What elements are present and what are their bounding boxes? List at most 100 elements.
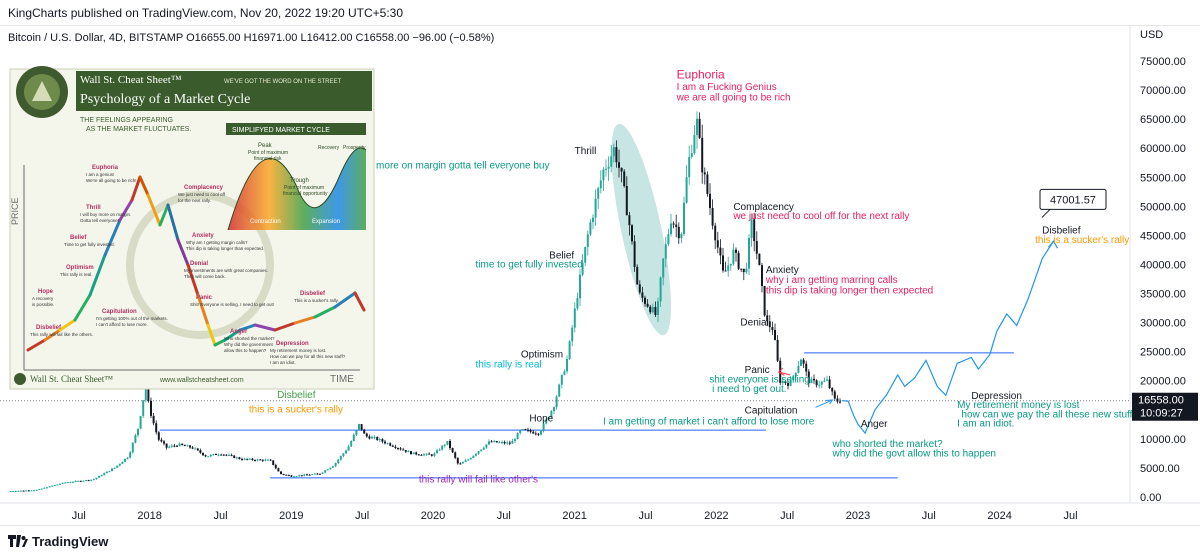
chart-annotation: we are all going to be rich <box>676 93 791 104</box>
candle-body <box>147 388 150 401</box>
inset-cycle-segment <box>176 238 190 267</box>
candle-body <box>641 292 644 298</box>
candle-body <box>181 443 184 446</box>
candle-body <box>277 468 280 472</box>
price-callout-box <box>1039 188 1107 210</box>
candle-body <box>768 321 771 328</box>
symbol-info: Bitcoin / U.S. Dollar, 4D, BITSTAMP O166… <box>8 32 494 44</box>
y-tick-label: 5000.00 <box>1140 463 1180 475</box>
candle-body <box>79 480 82 482</box>
candle-body <box>20 490 22 492</box>
candle-body <box>755 241 758 254</box>
inset-stage-text: This dip is taking longer than expected. <box>186 246 264 251</box>
chart-annotation: we just need to cool off for the next ra… <box>732 211 909 222</box>
candle-body <box>441 445 444 450</box>
candle-body <box>72 481 74 483</box>
inset-cycle-segment <box>186 263 200 297</box>
candle-body <box>524 429 527 431</box>
candle-body <box>571 327 574 342</box>
candle-body <box>261 459 264 461</box>
inset-cycle-segment <box>43 328 62 342</box>
candle-body <box>781 381 784 383</box>
candle-body <box>142 400 145 416</box>
candle-body <box>230 454 233 456</box>
candle-body <box>706 174 709 194</box>
candle-body <box>212 454 215 456</box>
inset-cycle-segment <box>273 321 297 332</box>
thrill-highlight-zone <box>611 123 672 336</box>
inset-cycle-segment <box>353 291 366 312</box>
inset-caption-2: AS THE MARKET FLUCTUATES. <box>86 126 191 133</box>
inset-cycle-segment <box>196 293 210 327</box>
candle-body <box>160 439 163 442</box>
chart-annotation: Denial <box>740 318 768 329</box>
y-tick-label: 75000.00 <box>1140 56 1186 68</box>
inset-stage-name: Belief <box>70 235 87 241</box>
candle-body <box>800 359 802 366</box>
candle-body <box>475 453 477 456</box>
candle-body <box>566 358 568 372</box>
candle-body <box>412 452 415 455</box>
candle-body <box>597 188 600 199</box>
candle-body <box>667 234 670 245</box>
price-chart[interactable]: Bitcoin / U.S. Dollar, 4D, BITSTAMP O166… <box>0 25 1200 525</box>
candle-body <box>66 482 69 484</box>
candle-body <box>555 396 558 408</box>
candle-body <box>25 490 28 492</box>
candle-body <box>828 379 831 388</box>
inset-stage-name: Hope <box>38 289 54 295</box>
candle-body <box>103 473 106 476</box>
candle-body <box>711 208 714 226</box>
candle-body <box>657 301 659 316</box>
y-tick-label: 45000.00 <box>1140 230 1186 242</box>
candle-body <box>680 233 683 239</box>
candle-body <box>592 217 594 223</box>
candle-body <box>610 156 613 167</box>
candle-body <box>243 458 246 460</box>
candle-body <box>131 442 134 453</box>
candle-body <box>191 447 194 449</box>
candle-body <box>43 487 46 489</box>
candle-body <box>368 436 371 439</box>
inset-stage-text: Who shorted the market? <box>224 336 275 341</box>
candle-body <box>805 363 808 372</box>
candle-body <box>51 485 54 487</box>
inset-stage-text: Time to get fully invested. <box>64 242 115 247</box>
candle-body <box>300 475 303 477</box>
candle-body <box>202 452 204 456</box>
candle-body <box>274 464 277 469</box>
currency-label: USD <box>1140 29 1163 41</box>
candle-body <box>675 224 678 227</box>
candle-body <box>53 485 56 487</box>
candle-body <box>664 244 667 259</box>
inset-stage-text: I can't afford to lose more. <box>96 322 148 327</box>
candle-body <box>818 384 821 386</box>
candle-body <box>750 219 753 239</box>
x-tick-label: 2018 <box>137 510 161 522</box>
candle-body <box>651 306 654 313</box>
inset-footer-brand: Wall St. Cheat Sheet™ <box>30 374 113 384</box>
candle-body <box>56 484 59 486</box>
chart-annotation: I am a Fucking Genius <box>677 82 777 93</box>
candle-body <box>14 490 17 492</box>
inset-caption-1: THE FEELINGS APPEARING <box>80 117 173 124</box>
candle-body <box>293 476 295 478</box>
candle-body <box>69 482 72 484</box>
candle-body <box>233 455 236 458</box>
candle-body <box>46 487 48 489</box>
chart-annotation: Capitulation <box>745 405 798 416</box>
mini-contraction-label: Contraction <box>250 219 281 225</box>
candle-body <box>228 454 230 456</box>
candle-body <box>532 431 535 434</box>
candle-body <box>423 454 425 456</box>
candle-body <box>207 456 210 458</box>
chart-annotation: Hope <box>529 413 553 424</box>
candle-body <box>438 449 441 451</box>
candle-body <box>371 437 373 439</box>
candle-body <box>220 454 223 456</box>
x-tick-label: Jul <box>355 510 369 522</box>
chart-annotation: Anger <box>861 419 888 430</box>
candle-body <box>430 454 433 456</box>
candle-body <box>685 177 688 203</box>
candle-body <box>482 447 485 450</box>
